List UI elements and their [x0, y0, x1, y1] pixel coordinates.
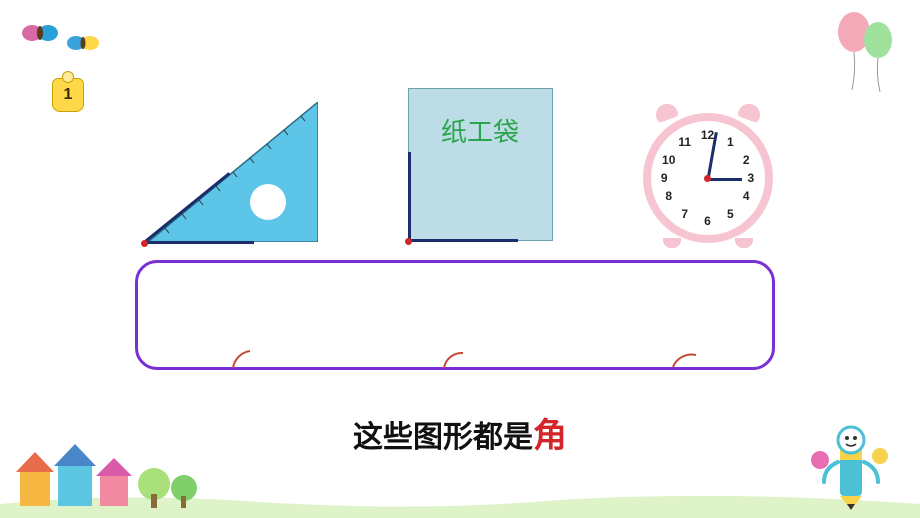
- butterfly-icon: [20, 18, 60, 48]
- angle-vertex: [405, 238, 412, 245]
- answer-box: [135, 260, 775, 370]
- angle-ray: [408, 152, 411, 242]
- paper-bag-label: 纸工袋: [408, 112, 553, 149]
- angle-vertex: [704, 175, 711, 182]
- alarm-clock: 12 1 2 3 4 5 6 7 8 9 10 11: [633, 98, 783, 248]
- angle-ray: [144, 241, 254, 244]
- caption-prefix: 这些图形都是: [353, 421, 533, 454]
- houses-icon: [14, 432, 214, 512]
- angle-ray: [408, 239, 518, 242]
- caption-keyword: 角: [533, 417, 567, 455]
- clock-face: 12 1 2 3 4 5 6 7 8 9 10 11: [643, 113, 773, 243]
- ruler-ticks: [148, 102, 318, 242]
- objects-row: 纸工袋 12 1 2 3 4 5 6 7 8 9 10 11: [0, 88, 920, 248]
- butterfly-icon: [65, 30, 101, 56]
- paper-bag: 纸工袋: [408, 88, 553, 248]
- angle-arc-icon: [668, 343, 708, 373]
- hour-hand: [708, 178, 742, 181]
- balloons-icon: [832, 10, 902, 100]
- angle-arc-icon: [228, 343, 268, 373]
- triangle-ruler: [138, 98, 328, 248]
- angle-arc-icon: [438, 343, 478, 373]
- angle-vertex: [141, 240, 148, 247]
- pencil-character-icon: [806, 422, 896, 512]
